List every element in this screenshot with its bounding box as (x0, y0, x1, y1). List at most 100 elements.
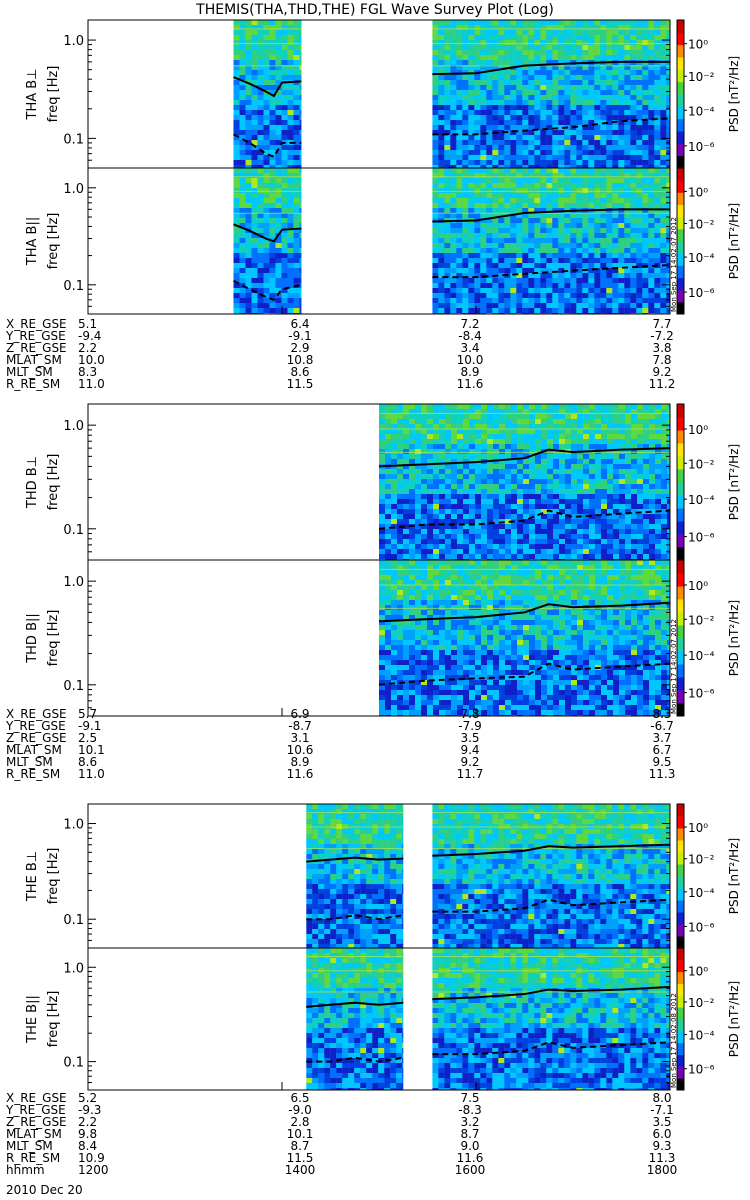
y-tick-label: 1.0 (63, 575, 84, 590)
colorbar-segment (677, 277, 684, 291)
y-tick-label: 0.1 (63, 1056, 84, 1071)
colorbar-segment (677, 547, 684, 561)
colorbar-segment (677, 1066, 684, 1079)
solid-line-0 (378, 447, 671, 468)
panel-ylabel-freq: freq [Hz] (46, 213, 61, 270)
ephemeris-value: 3.4 (460, 341, 480, 355)
colorbar-segment (677, 995, 684, 1008)
ephemeris-value: 8.6 (78, 755, 98, 769)
colorbar-segment (677, 81, 684, 95)
ephemeris-value: 11.6 (456, 1151, 484, 1165)
ephemeris-value: -7.1 (650, 1103, 674, 1117)
timestamp-stamp: Mon Sep 17 14:02:08 2012 (670, 993, 678, 1088)
ephemeris-value: -8.4 (458, 329, 482, 343)
colorbar-segment (677, 703, 684, 717)
y-tick-label: 1.0 (63, 818, 84, 833)
colorbar-segment (677, 253, 684, 266)
colorbar-segment (677, 804, 684, 817)
colorbar-segment (677, 852, 684, 865)
colorbar-segment (677, 677, 684, 691)
colorbar-tick-label: 10⁻⁶ (688, 531, 715, 545)
plot-title: THEMIS(THA,THD,THE) FGL Wave Survey Plot… (196, 2, 554, 18)
ephemeris-value: 7.8 (652, 353, 672, 367)
panel-thd-bpar: 1.0 0.1 THD B|| freq [Hz] 10⁰ 10⁻² 10⁻⁴ 10⁻⁶ PSD… (25, 559, 741, 717)
y-tick-label: 0.1 (63, 523, 84, 538)
ephemeris-value: 11.2 (648, 377, 676, 391)
panel-tha-bperp: 1.0 0.1 THA B⊥ freq [Hz] 10⁰ 10⁻² 10⁻⁴ 10⁻⁶ PSD … (25, 19, 741, 169)
ephemeris-value: 8.7 (460, 1127, 480, 1141)
solid-line-0 (306, 1001, 404, 1008)
ephemeris-value: 8.7 (290, 1139, 310, 1153)
colorbar-segment (677, 94, 684, 107)
ephemeris-value: 6.9 (290, 707, 310, 721)
colorbar-segment (677, 936, 684, 949)
ephemeris-value: 3.5 (460, 731, 480, 745)
colorbar-segment (677, 828, 684, 841)
spectrogram-image (233, 168, 670, 314)
colorbar-segment (677, 864, 684, 877)
panel-ylabel: THA B⊥ (25, 69, 40, 121)
colorbar-label: PSD [nT²/Hz] (727, 600, 741, 676)
ephemeris-value: 6.4 (290, 317, 310, 331)
colorbar-tick-label: 10⁰ (688, 821, 708, 835)
colorbar-tick-label: 10⁻⁶ (688, 286, 715, 300)
colorbar-segment (677, 106, 684, 120)
ephemeris-value: 8.6 (290, 365, 310, 379)
ephemeris-value: 5.2 (78, 1091, 98, 1105)
colorbar-segment (677, 1042, 684, 1055)
ephemeris-value: -8.3 (458, 1103, 482, 1117)
colorbar-segment (677, 888, 684, 901)
ephemeris-value: 7.5 (460, 1091, 480, 1105)
colorbar-label: PSD [nT²/Hz] (727, 203, 741, 279)
ephemeris-value: 8.3 (652, 707, 672, 721)
panel-frame (87, 947, 671, 1091)
ephemeris-value: 10.6 (286, 743, 314, 757)
colorbar-tick-label: 10⁰ (688, 38, 708, 52)
spectrogram-image (306, 804, 670, 948)
panel-ylabel: THD B⊥ (25, 456, 40, 509)
colorbar-segment (677, 430, 684, 444)
ephemeris-value: 9.0 (460, 1139, 480, 1153)
panel-frame (87, 559, 671, 717)
colorbar-segment (677, 404, 684, 418)
ephemeris-value: 7.7 (652, 317, 672, 331)
colorbar-tick-label: 10⁻² (688, 613, 715, 627)
ephemeris-value: 10.8 (286, 353, 314, 367)
ephemeris-label: R_RE_SM (6, 1151, 61, 1165)
colorbar-segment (677, 469, 684, 483)
colorbar-tick-label: 10⁻² (688, 217, 715, 231)
y-tick-label: 0.1 (63, 913, 84, 928)
ephemeris-value: 10.0 (456, 353, 484, 367)
colorbar-segment (677, 508, 684, 522)
colorbar-segment (677, 216, 684, 230)
ephemeris-value: 2.2 (78, 1115, 98, 1129)
colorbar-tick-label: 10⁰ (688, 423, 708, 437)
colorbar-segment (677, 44, 684, 58)
y-tick-label: 1.0 (63, 419, 84, 434)
colorbar-tick-label: 10⁻² (688, 457, 715, 471)
date-label: 2010 Dec 20 (6, 1183, 83, 1197)
ephemeris-value: -6.7 (650, 719, 674, 733)
ephemeris-value: 3.1 (290, 731, 310, 745)
colorbar-segment (677, 456, 684, 470)
ephemeris-value: 11.3 (648, 1151, 676, 1165)
colorbar-tick-label: 10⁻⁶ (688, 1063, 715, 1077)
ephemeris-value: 2.8 (290, 1115, 310, 1129)
dashed-line-0 (233, 279, 302, 302)
panel-thd-bperp: 1.0 0.1 THD B⊥ freq [Hz] 10⁰ 10⁻² 10⁻⁴ 10⁻⁶ PSD … (25, 403, 741, 561)
panel-ylabel: THE B⊥ (25, 851, 40, 902)
timestamp-stamp: Mon Sep 17 14:02:07 2012 (670, 217, 678, 312)
colorbar-tick-label: 10⁻⁴ (688, 649, 715, 663)
y-tick-label: 0.1 (63, 679, 84, 694)
spectrogram-image (379, 404, 670, 560)
ephemeris-value: 7.2 (460, 317, 480, 331)
ephemeris-label: MLT_SM (6, 365, 53, 379)
ephemeris-label: MLAT_SM (6, 743, 62, 757)
colorbar-tick-label: 10⁻⁴ (688, 493, 715, 507)
ephemeris-value: 2.2 (78, 341, 98, 355)
ephemeris-value: 11.0 (78, 767, 105, 781)
solid-line-0 (378, 601, 671, 623)
ephemeris-value: 11.6 (456, 377, 484, 391)
ephemeris-value: 11.5 (286, 1151, 314, 1165)
ephemeris-value: 11.7 (456, 767, 484, 781)
